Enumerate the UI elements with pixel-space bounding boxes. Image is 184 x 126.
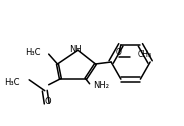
Text: H₃C: H₃C: [4, 78, 19, 87]
Text: O: O: [44, 97, 51, 106]
Text: H₃C: H₃C: [25, 48, 41, 57]
Text: O: O: [116, 48, 122, 57]
Text: NH: NH: [70, 45, 82, 54]
Text: NH₂: NH₂: [93, 81, 109, 90]
Text: CH₃: CH₃: [137, 50, 152, 59]
